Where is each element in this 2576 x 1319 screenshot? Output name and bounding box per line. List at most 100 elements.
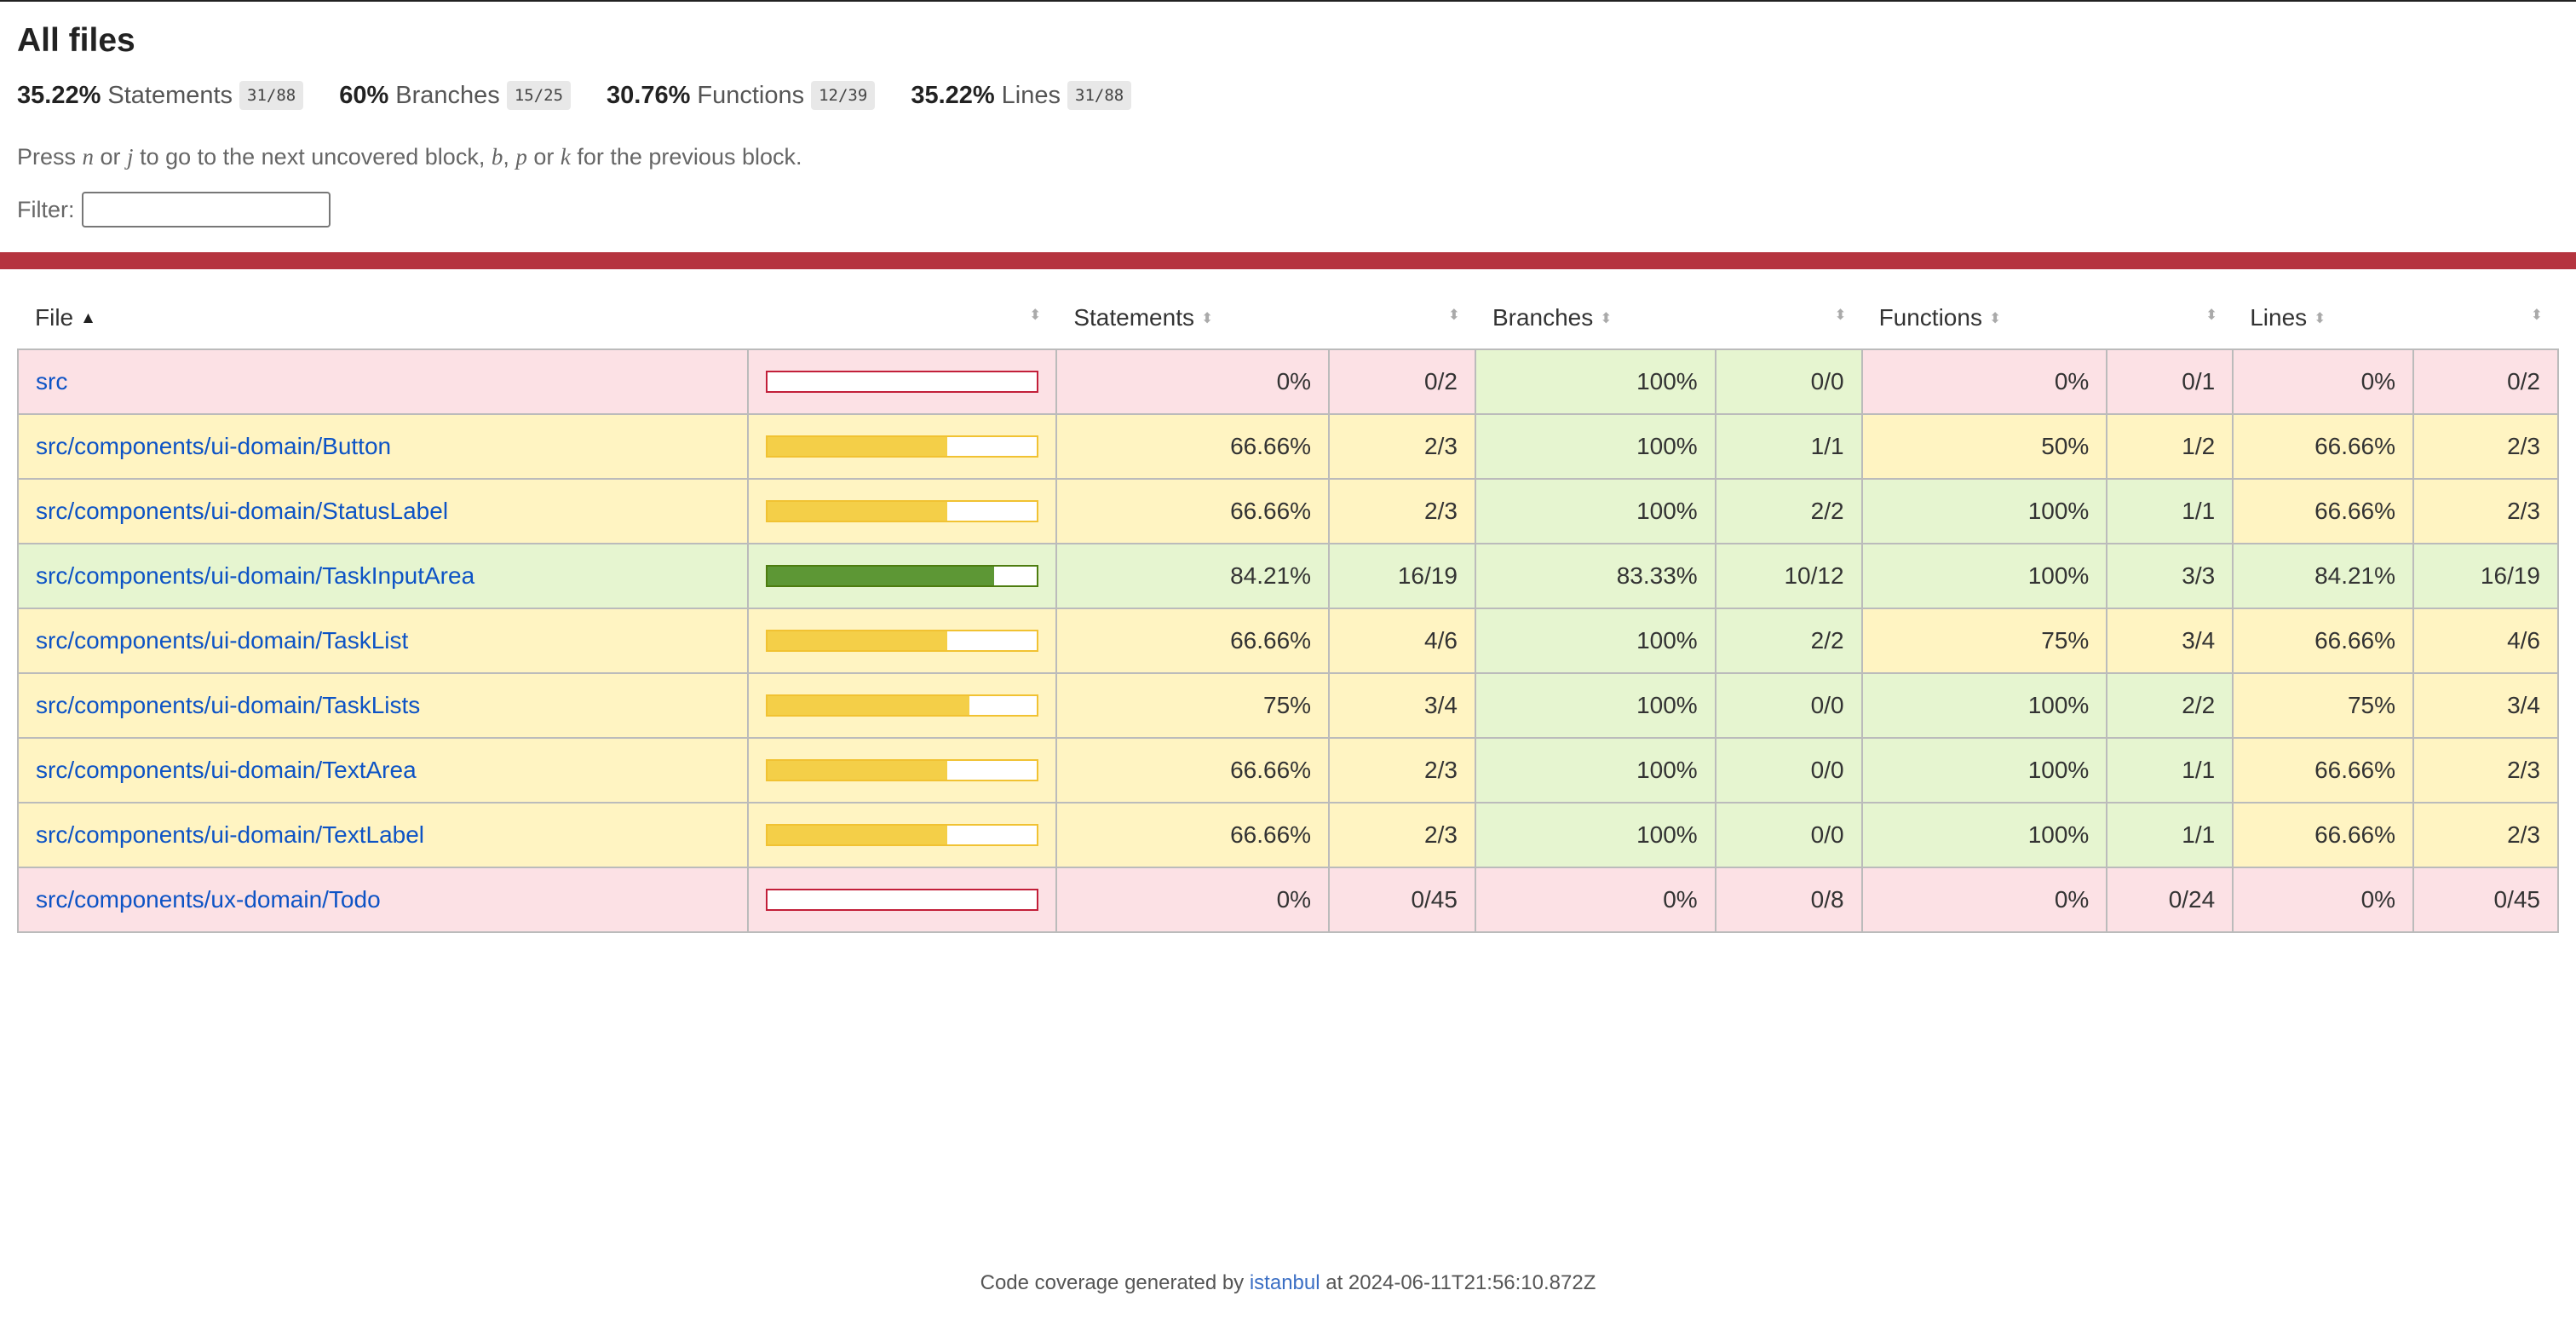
file-link[interactable]: src/components/ui-domain/StatusLabel xyxy=(36,498,449,524)
lines-fraction: 2/3 xyxy=(2412,802,2559,868)
coverage-bar-fill xyxy=(768,826,947,844)
coverage-summary: 35.22% Statements 31/88 60% Branches 15/… xyxy=(17,61,2559,130)
file-link[interactable]: src/components/ui-domain/TaskLists xyxy=(36,692,421,718)
coverage-bar xyxy=(766,824,1039,846)
coverage-table: File ▲ ⬍ Statements ⬍ ⬍ Branches ⬍ ⬍ Functi… xyxy=(16,286,2559,933)
file-cell: src/components/ui-domain/TaskLists xyxy=(16,672,750,739)
branches-fraction: 2/2 xyxy=(1714,608,1863,674)
file-link[interactable]: src/components/ui-domain/TaskInputArea xyxy=(36,562,475,589)
summary-lines: 35.22% Lines 31/88 xyxy=(911,81,1132,110)
coverage-bar-fill xyxy=(768,502,947,521)
coverage-bar-cell xyxy=(747,413,1058,480)
file-cell: src/components/ui-domain/TaskList xyxy=(16,608,750,674)
branches-pct: 83.33% xyxy=(1474,543,1716,609)
summary-label: Functions xyxy=(697,81,805,109)
coverage-bar-fill xyxy=(768,631,947,650)
table-header-row: File ▲ ⬍ Statements ⬍ ⬍ Branches ⬍ ⬍ Functi… xyxy=(18,286,2558,349)
lines-pct: 0% xyxy=(2232,867,2415,933)
branches-pct: 100% xyxy=(1474,802,1716,868)
summary-pct: 60% xyxy=(339,81,389,109)
file-link[interactable]: src/components/ui-domain/Button xyxy=(36,433,392,459)
lines-fraction: 2/3 xyxy=(2412,478,2559,544)
file-cell: src/components/ui-domain/TextLabel xyxy=(16,802,750,868)
coverage-bar-cell xyxy=(747,737,1058,803)
coverage-bar-cell xyxy=(747,348,1058,415)
functions-pct: 0% xyxy=(1860,867,2108,933)
summary-fraction: 31/88 xyxy=(1067,81,1132,110)
branches-pct: 100% xyxy=(1474,478,1716,544)
branches-fraction: 10/12 xyxy=(1714,543,1863,609)
coverage-bar xyxy=(766,630,1039,652)
header-file-bar[interactable]: ⬍ xyxy=(748,286,1056,349)
filter-row: Filter: xyxy=(17,184,2559,235)
statements-pct: 0% xyxy=(1055,348,1331,415)
lines-pct: 66.66% xyxy=(2232,737,2415,803)
istanbul-link[interactable]: istanbul xyxy=(1249,1271,1320,1294)
functions-fraction: 3/4 xyxy=(2106,608,2234,674)
header-file[interactable]: File ▲ xyxy=(35,303,96,331)
table-row: src/components/ui-domain/TaskLists 75% 3/4… xyxy=(16,672,2559,739)
file-link[interactable]: src/components/ui-domain/TaskList xyxy=(36,627,409,654)
sort-icon: ⬍ xyxy=(1200,310,1214,327)
coverage-bar xyxy=(766,694,1039,717)
branches-pct: 100% xyxy=(1474,672,1716,739)
lines-fraction: 3/4 xyxy=(2412,672,2559,739)
file-link[interactable]: src/components/ux-domain/Todo xyxy=(36,886,381,913)
functions-fraction: 0/24 xyxy=(2106,867,2234,933)
branches-fraction: 0/0 xyxy=(1714,802,1863,868)
functions-fraction: 1/1 xyxy=(2106,802,2234,868)
branches-fraction: 0/0 xyxy=(1714,348,1863,415)
file-link[interactable]: src/components/ui-domain/TextLabel xyxy=(36,821,425,848)
header-branches-raw[interactable]: ⬍ xyxy=(1716,286,1862,349)
functions-pct: 100% xyxy=(1860,543,2108,609)
coverage-bar xyxy=(766,759,1039,781)
header-statements[interactable]: Statements ⬍ xyxy=(1073,303,1214,331)
header-lines[interactable]: Lines ⬍ xyxy=(2250,303,2326,331)
header-lines-raw[interactable]: ⬍ xyxy=(2413,286,2558,349)
table-row: src 0% 0/2 100% 0/0 0% 0/1 0% 0/2 xyxy=(16,348,2559,415)
sort-icon: ⬍ xyxy=(2530,307,2543,323)
table-row: src/components/ux-domain/Todo 0% 0/45 0% 0/8… xyxy=(16,867,2559,933)
summary-pct: 35.22% xyxy=(911,81,995,109)
functions-fraction: 2/2 xyxy=(2106,672,2234,739)
table-row: src/components/ui-domain/Button 66.66% 2/3… xyxy=(16,413,2559,480)
filter-label: Filter: xyxy=(17,196,75,222)
statements-fraction: 16/19 xyxy=(1328,543,1476,609)
table-row: src/components/ui-domain/TaskInputArea 84… xyxy=(16,543,2559,609)
header-functions-raw[interactable]: ⬍ xyxy=(2107,286,2233,349)
statements-fraction: 3/4 xyxy=(1328,672,1476,739)
statements-pct: 66.66% xyxy=(1055,802,1331,868)
file-cell: src/components/ui-domain/TaskInputArea xyxy=(16,543,750,609)
lines-pct: 75% xyxy=(2232,672,2415,739)
header-branches[interactable]: Branches ⬍ xyxy=(1492,303,1613,331)
statements-fraction: 0/45 xyxy=(1328,867,1476,933)
table-row: src/components/ui-domain/StatusLabel 66.6… xyxy=(16,478,2559,544)
summary-label: Branches xyxy=(395,81,500,109)
lines-pct: 66.66% xyxy=(2232,608,2415,674)
functions-pct: 75% xyxy=(1860,608,2108,674)
lines-pct: 66.66% xyxy=(2232,413,2415,480)
coverage-bar-fill xyxy=(768,761,947,780)
header-statements-raw[interactable]: ⬍ xyxy=(1329,286,1475,349)
statements-fraction: 4/6 xyxy=(1328,608,1476,674)
lines-fraction: 0/45 xyxy=(2412,867,2559,933)
functions-fraction: 1/1 xyxy=(2106,737,2234,803)
file-link[interactable]: src/components/ui-domain/TextArea xyxy=(36,757,417,783)
table-row: src/components/ui-domain/TextArea 66.66% 2… xyxy=(16,737,2559,803)
filter-input[interactable] xyxy=(81,192,331,228)
functions-pct: 50% xyxy=(1860,413,2108,480)
branches-fraction: 0/0 xyxy=(1714,672,1863,739)
summary-fraction: 15/25 xyxy=(506,81,572,110)
header-functions[interactable]: Functions ⬍ xyxy=(1878,303,2002,331)
file-cell: src/components/ui-domain/Button xyxy=(16,413,750,480)
file-link[interactable]: src xyxy=(36,368,68,395)
sort-icon: ⬍ xyxy=(2205,307,2218,323)
coverage-bar-cell xyxy=(747,867,1058,933)
file-cell: src/components/ui-domain/TextArea xyxy=(16,737,750,803)
footer-prefix: Code coverage generated by xyxy=(980,1271,1250,1294)
summary-fraction: 12/39 xyxy=(811,81,876,110)
statements-pct: 75% xyxy=(1055,672,1331,739)
statements-pct: 0% xyxy=(1055,867,1331,933)
statements-fraction: 2/3 xyxy=(1328,737,1476,803)
table-row: src/components/ui-domain/TextLabel 66.66%… xyxy=(16,802,2559,868)
